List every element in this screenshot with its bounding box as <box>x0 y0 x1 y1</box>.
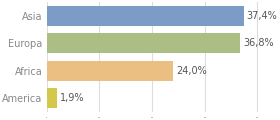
Text: 24,0%: 24,0% <box>176 66 207 76</box>
Text: 1,9%: 1,9% <box>60 93 84 103</box>
Bar <box>46 6 244 26</box>
Text: 37,4%: 37,4% <box>247 11 277 21</box>
Bar <box>46 88 57 108</box>
Bar <box>46 33 241 53</box>
Text: 36,8%: 36,8% <box>244 38 274 48</box>
Bar <box>46 61 173 81</box>
